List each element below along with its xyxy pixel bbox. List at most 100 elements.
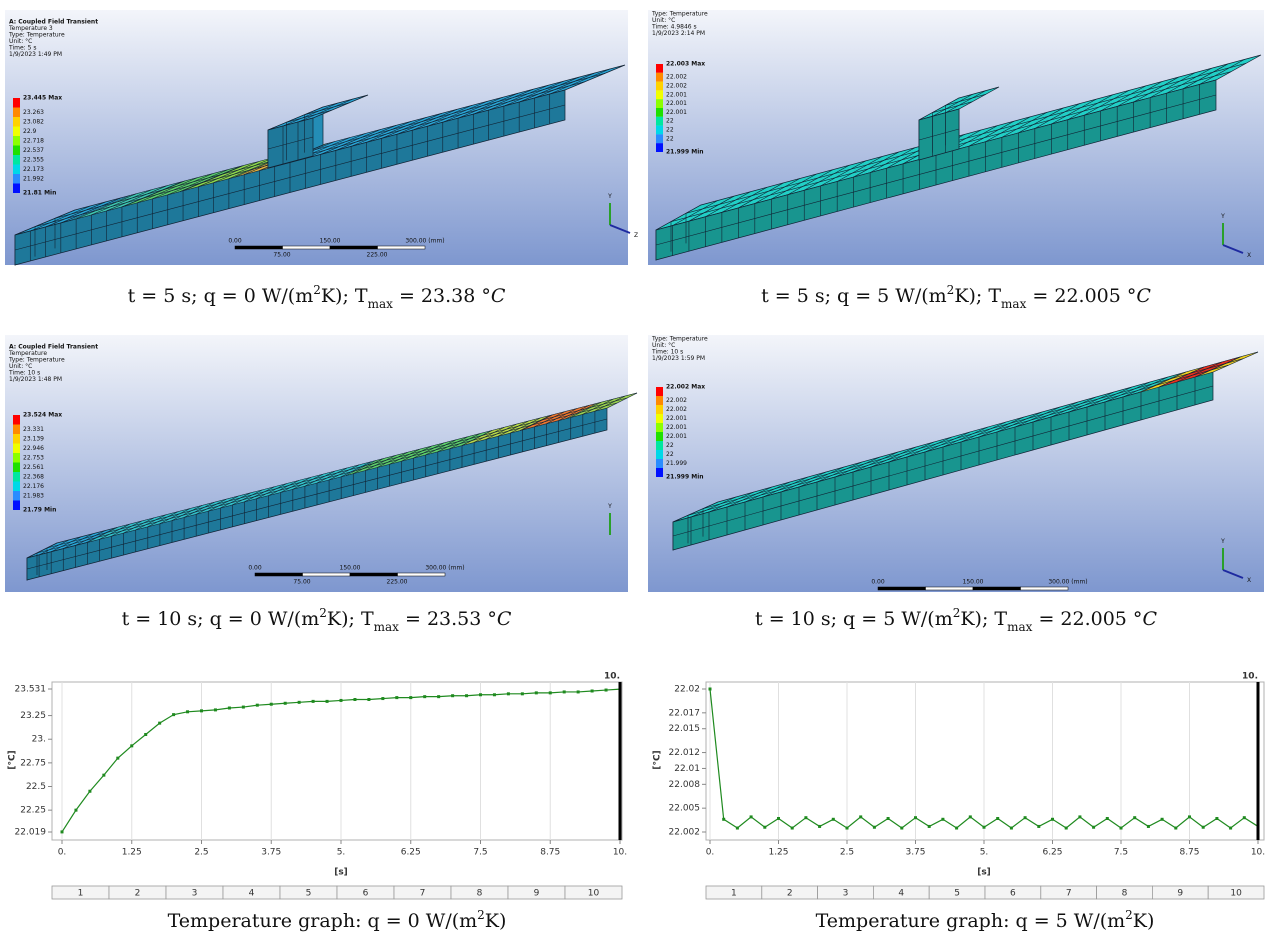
data-point [1024, 816, 1027, 819]
legend-label: 21.81 Min [23, 190, 56, 197]
x-tick-label: 5. [980, 848, 989, 858]
caption-part: 2 [319, 606, 327, 620]
data-point [1147, 825, 1150, 828]
data-point [214, 708, 217, 711]
data-point [763, 826, 766, 829]
data-point [1051, 818, 1054, 821]
scale-label: 150.00 [963, 579, 984, 586]
legend-label: 22.368 [23, 473, 44, 480]
legend-label: 22.002 [666, 83, 687, 90]
y-tick-label: 22.019 [15, 828, 47, 838]
step-label: 1 [731, 889, 737, 899]
legend-swatch [656, 126, 663, 135]
x-tick-label: 8.75 [1179, 848, 1199, 858]
caption-part: 2 [947, 283, 955, 297]
scale-bar [926, 587, 974, 590]
legend-label: 22.173 [23, 166, 44, 173]
legend-swatch [656, 396, 663, 405]
legend-label: 21.79 Min [23, 507, 56, 514]
legend-swatch [656, 134, 663, 143]
caption-part: Temperature graph: q = 0 W/(m [168, 910, 478, 932]
scale-label: 150.00 [340, 565, 361, 572]
data-point [61, 830, 64, 833]
y-tick-label: 22.008 [669, 780, 701, 790]
step-label: 6 [363, 889, 369, 899]
caption-part: K) [485, 910, 507, 932]
legend-swatch [13, 184, 20, 194]
legend-swatch [656, 90, 663, 99]
scale-label: 300.00 (mm) [1048, 579, 1087, 586]
step-label: 8 [477, 889, 483, 899]
y-tick-label: 23.531 [15, 685, 47, 695]
caption-part: C [497, 608, 512, 630]
result-panel: A: Coupled Field TransientTemperatureTyp… [5, 335, 637, 592]
y-axis-label: [°C] [653, 750, 663, 769]
data-point [409, 696, 412, 699]
scale-bar [255, 573, 303, 576]
legend-swatch [13, 127, 20, 137]
data-point [479, 693, 482, 696]
data-point [1215, 817, 1218, 820]
data-point [722, 818, 725, 821]
step-label: 8 [1122, 889, 1128, 899]
legend-label: 22.946 [23, 445, 44, 452]
legend-label: 23.331 [23, 426, 44, 433]
caption-part: = 22.005 ° [1026, 285, 1136, 307]
line-chart: 0.1.252.53.755.6.257.58.7510.22.0222.017… [653, 672, 1266, 900]
data-point [102, 774, 105, 777]
data-point [969, 815, 972, 818]
step-label: 3 [192, 889, 198, 899]
data-point [873, 826, 876, 829]
y-tick-label: 22.005 [669, 804, 701, 814]
legend-label: 22.001 [666, 100, 687, 107]
data-point [1065, 827, 1068, 830]
legend-swatch [13, 425, 20, 435]
legend-swatch [13, 463, 20, 473]
legend-label: 22.355 [23, 156, 44, 163]
scale-label: 0.00 [248, 565, 262, 572]
caption: t = 10 s; q = 0 W/(m2K); Tmax = 23.53 °C [122, 606, 512, 634]
data-point [1092, 826, 1095, 829]
data-point [709, 688, 712, 691]
step-label: 7 [1066, 889, 1072, 899]
legend-swatch [13, 415, 20, 425]
legend-label: 23.524 Max [23, 412, 62, 419]
legend-label: 22.9 [23, 128, 37, 135]
caption-part: K); T [960, 608, 1007, 630]
y-tick-label: 23. [32, 735, 46, 745]
data-point [1174, 827, 1177, 830]
scale-bar [973, 587, 1021, 590]
legend-label: 23.082 [23, 118, 44, 125]
caption-part: max [1007, 620, 1033, 634]
scale-bar [378, 246, 426, 249]
legend-label: 22.002 Max [666, 384, 705, 391]
triad-label: X [1247, 252, 1251, 259]
data-point [1133, 816, 1136, 819]
scale-bar [398, 573, 446, 576]
legend-label: 22.002 [666, 74, 687, 81]
data-point [736, 827, 739, 830]
x-axis-label: [s] [334, 868, 348, 878]
legend-swatch [13, 174, 20, 184]
y-tick-label: 22.015 [669, 724, 701, 734]
legend-swatch [656, 405, 663, 414]
x-tick-label: 10. [1251, 848, 1265, 858]
x-axis-label: [s] [977, 868, 991, 878]
legend-swatch [656, 99, 663, 108]
data-point [535, 691, 538, 694]
data-point [928, 825, 931, 828]
data-point [256, 704, 259, 707]
data-point [591, 689, 594, 692]
y-tick-label: 22.02 [674, 685, 700, 695]
data-point [298, 701, 301, 704]
data-point [186, 710, 189, 713]
scale-label: 225.00 [387, 579, 408, 586]
legend-label: 21.983 [23, 492, 44, 499]
caption-part: C [491, 285, 506, 307]
legend-label: 22.003 Max [666, 61, 705, 68]
legend-swatch [656, 441, 663, 450]
step-label: 4 [249, 889, 255, 899]
step-label: 2 [787, 889, 793, 899]
legend-label: 22 [666, 135, 674, 142]
